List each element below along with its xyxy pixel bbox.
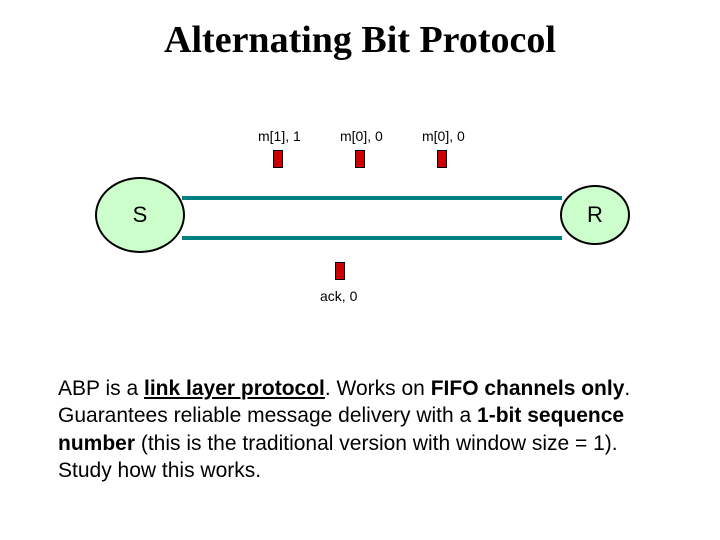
msg-label-1: m[0], 0 xyxy=(340,128,383,144)
sender-node: S xyxy=(95,177,185,253)
msg-label-0: m[1], 1 xyxy=(258,128,301,144)
sender-label: S xyxy=(133,202,148,228)
msg-packet-1 xyxy=(355,150,365,168)
text-seg-1b: link layer protocol xyxy=(144,377,325,400)
description-paragraph: ABP is a link layer protocol. Works on F… xyxy=(58,375,668,484)
bottom-channel xyxy=(182,236,562,240)
abp-diagram: m[1], 1 m[0], 0 m[0], 0 S R ack, 0 xyxy=(0,110,720,330)
receiver-node: R xyxy=(560,185,630,245)
msg-label-2: m[0], 0 xyxy=(422,128,465,144)
text-seg-1d: FIFO channels only xyxy=(431,377,625,400)
text-seg-1a: ABP is a xyxy=(58,377,144,400)
receiver-label: R xyxy=(587,202,603,228)
msg-packet-0 xyxy=(273,150,283,168)
text-seg-2c: (this is the traditional version with wi… xyxy=(141,432,618,455)
text-seg-1e: . xyxy=(624,377,630,400)
ack-packet xyxy=(335,262,345,280)
text-seg-2a: Guarantees reliable message delivery wit… xyxy=(58,404,477,427)
msg-packet-2 xyxy=(437,150,447,168)
top-channel xyxy=(182,196,562,200)
ack-label: ack, 0 xyxy=(320,288,357,304)
slide-title: Alternating Bit Protocol xyxy=(0,18,720,62)
text-seg-1c: . Works on xyxy=(325,377,431,400)
text-seg-3: Study how this works. xyxy=(58,459,261,482)
